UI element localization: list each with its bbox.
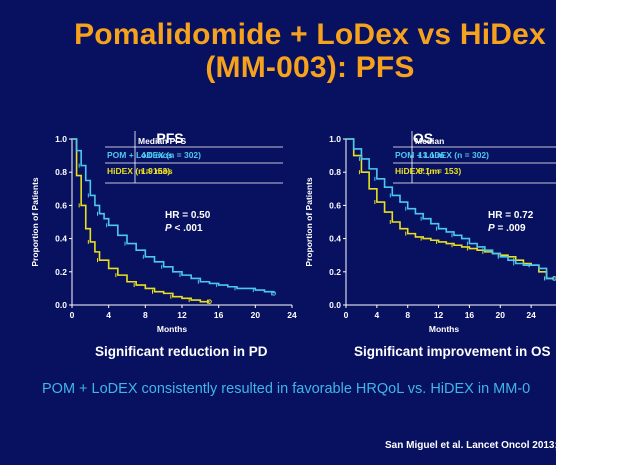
os-y-tick-label: 0.0 xyxy=(329,300,341,310)
pfs-y-tick-label: 0.8 xyxy=(55,167,67,177)
os-p-value-label: P xyxy=(488,223,495,234)
slide-title-line-2: (MM-003): PFS xyxy=(205,51,415,84)
os-y-tick-label: 0.4 xyxy=(329,234,341,244)
os-x-axis-label: Months xyxy=(429,324,459,334)
os-x-tick-label: 0 xyxy=(344,310,349,320)
pfs-legend-series-name: POM + LoDEX (n = 302) xyxy=(107,150,201,160)
os-x-tick-label: 8 xyxy=(405,310,410,320)
os-series-0-line xyxy=(346,138,555,280)
citation-text: San Miguel et al. Lancet Oncol 2013;14 xyxy=(385,440,556,451)
os-legend-series-name: POM + LoDEX (n = 302) xyxy=(395,150,489,160)
pfs-x-tick-label: 24 xyxy=(287,310,297,320)
pfs-chart-subtitle: Significant reduction in PD xyxy=(95,344,268,359)
os-x-tick-label: 20 xyxy=(496,310,506,320)
pfs-y-tick-label: 1.0 xyxy=(55,134,67,144)
os-y-tick-label: 0.2 xyxy=(329,267,341,277)
os-x-tick-label: 16 xyxy=(465,310,475,320)
summary-text: POM + LoDEX consistently resulted in fav… xyxy=(42,381,531,397)
pfs-y-tick-label: 0.6 xyxy=(55,200,67,210)
os-chart-subtitle: Significant improvement in OS xyxy=(354,344,551,359)
pfs-legend-median-value: 1.9 mos xyxy=(141,166,173,176)
pfs-legend-median-value: 4.0 mos xyxy=(141,150,173,160)
slide-background: Pomalidomide + LoDex vs HiDex (MM-003): … xyxy=(0,0,556,465)
os-x-tick-label: 24 xyxy=(526,310,536,320)
pfs-x-tick-label: 4 xyxy=(106,310,111,320)
os-series-0-end-point xyxy=(551,276,556,281)
os-legend-median-value: 13.1 m xyxy=(418,150,445,160)
pfs-series-0-end-point xyxy=(271,291,276,296)
pfs-series-0-line xyxy=(72,138,275,294)
os-x-tick-label: 4 xyxy=(374,310,379,320)
pfs-p-value-number: < .001 xyxy=(172,223,203,234)
pfs-chart-title: PFS xyxy=(156,130,183,146)
pfs-series-1-end-point xyxy=(207,299,212,304)
pfs-series-1-line xyxy=(72,138,210,303)
pfs-hazard-ratio: HR = 0.50 xyxy=(165,210,211,221)
pfs-y-tick-label: 0.0 xyxy=(55,300,67,310)
slide-title-line-1: Pomalidomide + LoDex vs HiDex xyxy=(74,18,546,51)
pfs-legend-series-name: HiDEX (n = 153) xyxy=(107,166,170,176)
pfs-legend-header: Median PFS xyxy=(138,136,187,146)
pfs-y-tick-label: 0.4 xyxy=(55,234,67,244)
pfs-x-tick-label: 0 xyxy=(70,310,75,320)
pfs-chart: 0 4 8 12 16 20 24 0.0 0.2 0.4 0.6 0.8 1.0 Months Propo… xyxy=(30,130,297,334)
pfs-x-tick-label: 16 xyxy=(214,310,224,320)
pfs-legend-table: Median PFS POM + LoDEX (n = 302)4.0 mos Hi… xyxy=(105,131,283,184)
pfs-x-axis-label: Months xyxy=(157,324,187,334)
pfs-x-tick-label: 20 xyxy=(251,310,261,320)
os-series-1-line xyxy=(346,138,555,280)
os-p-value-number: = .009 xyxy=(495,223,526,234)
pfs-y-axis-label: Proportion of Patients xyxy=(30,177,40,267)
os-chart: 0 4 8 12 16 20 24 280.00.20.40.60.81.0MonthsPro… xyxy=(304,130,556,334)
pfs-x-tick-label: 12 xyxy=(177,310,187,320)
os-p-value: P = .009 xyxy=(488,223,526,234)
os-chart-title: OS xyxy=(413,130,433,146)
pfs-y-tick-label: 0.2 xyxy=(55,267,67,277)
os-legend-header: Median xyxy=(415,136,444,146)
slide-title: Pomalidomide + LoDex vs HiDex (MM-003): … xyxy=(0,18,556,84)
os-y-axis-label: Proportion of Patients xyxy=(304,177,314,267)
os-y-tick-label: 1.0 xyxy=(329,134,341,144)
os-x-tick-label: 12 xyxy=(434,310,444,320)
os-legend-median-value: 8.1 m xyxy=(418,166,440,176)
os-legend-table: Median POM + LoDEX (n = 302)13.1 m HiDEXª … xyxy=(393,131,556,184)
os-y-tick-label: 0.8 xyxy=(329,167,341,177)
os-hazard-ratio: HR = 0.72 xyxy=(488,210,534,221)
pfs-x-tick-label: 8 xyxy=(143,310,148,320)
os-legend-series-name: HiDEXª (n = 153) xyxy=(395,166,461,176)
pfs-p-value: P < .001 xyxy=(165,223,203,234)
pfs-p-value-label: P xyxy=(165,223,172,234)
os-y-tick-label: 0.6 xyxy=(329,200,341,210)
